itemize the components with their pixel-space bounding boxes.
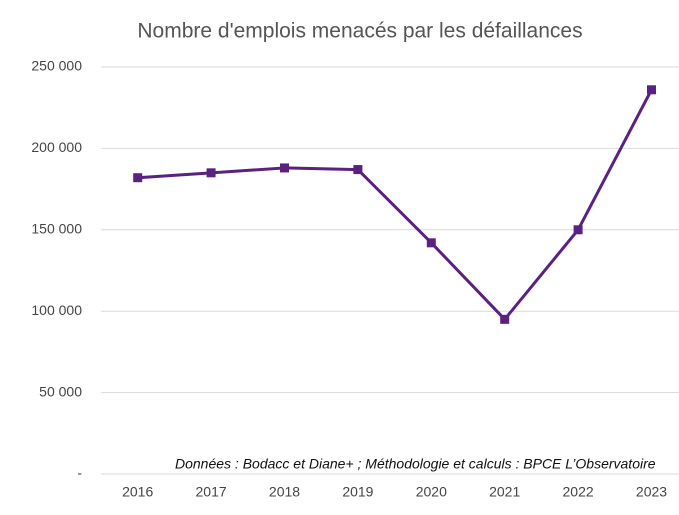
point-marker — [426, 238, 436, 248]
x-tick-label: 2019 — [342, 484, 373, 500]
point-marker — [573, 225, 583, 235]
x-tick-label: 2016 — [122, 484, 153, 500]
x-tick-label: 2021 — [489, 484, 520, 500]
point-marker — [500, 314, 510, 324]
chart-title: Nombre d'emplois menacés par les défaill… — [137, 20, 582, 43]
point-marker — [353, 165, 363, 175]
y-tick-label: 150 000 — [31, 221, 82, 237]
x-tick-label: 2023 — [636, 484, 667, 500]
y-tick-label: 250 000 — [31, 58, 82, 74]
source-note: Données : Bodacc et Diane+ ; Méthodologi… — [175, 456, 656, 472]
point-marker — [133, 173, 143, 183]
y-tick-label: - — [77, 465, 82, 481]
y-tick-label: 200 000 — [31, 139, 82, 155]
point-marker — [647, 85, 656, 95]
y-tick-label: 50 000 — [39, 383, 82, 399]
point-marker — [206, 168, 216, 178]
x-tick-label: 2017 — [196, 484, 227, 500]
series-line — [137, 89, 653, 321]
x-tick-label: 2022 — [563, 484, 594, 500]
x-tick-label: 2018 — [269, 484, 300, 500]
x-tick-label: 2020 — [416, 484, 447, 500]
point-marker — [280, 163, 289, 173]
y-tick-label: 100 000 — [31, 302, 82, 318]
